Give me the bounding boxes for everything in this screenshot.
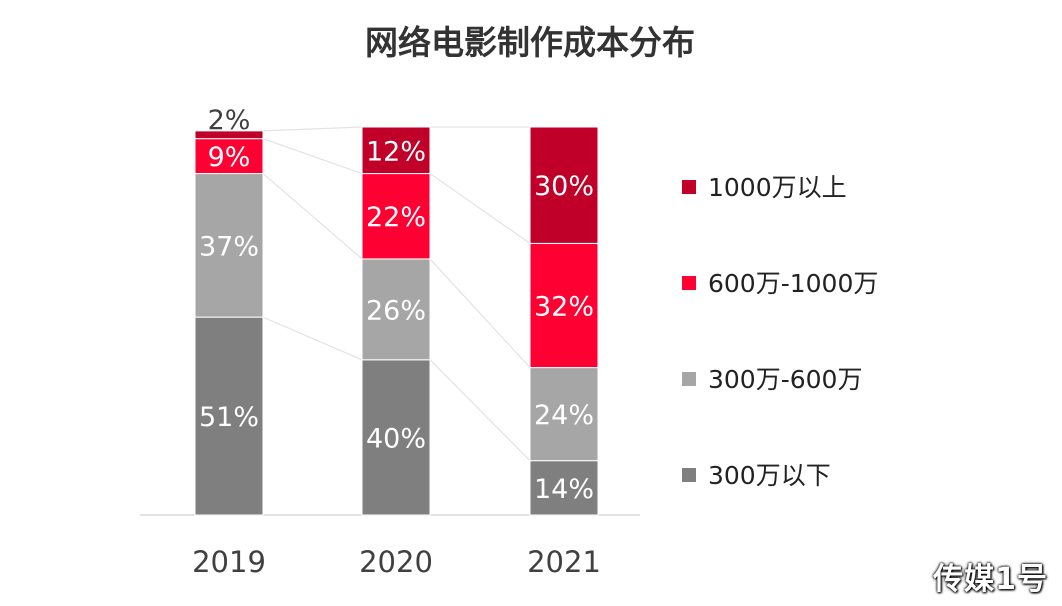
data-label: 24%: [534, 400, 594, 431]
bar-segment: [361, 258, 431, 361]
legend: 1000万以上 600万-1000万 300万-600万 300万以下: [682, 173, 878, 490]
connector-line: [429, 258, 531, 368]
data-label: 14%: [534, 474, 594, 505]
connector-line: [262, 316, 363, 361]
bar-segment: [194, 316, 264, 516]
connector-line: [262, 138, 363, 175]
legend-label: 300万-600万: [708, 365, 862, 394]
bar-segment: [361, 173, 431, 260]
legend-swatch: [682, 180, 696, 194]
legend-swatch: [682, 468, 696, 482]
bar-segment: [361, 126, 431, 175]
data-label: 37%: [199, 231, 259, 262]
x-tick-label: 2021: [527, 545, 601, 579]
connector-line: [262, 173, 363, 260]
x-axis-ticks: 2019 2020 2021: [192, 545, 601, 579]
data-label: 30%: [534, 171, 594, 202]
legend-label: 600万-1000万: [708, 269, 878, 298]
data-label: 51%: [199, 402, 259, 433]
data-label: 40%: [366, 423, 426, 454]
connector-line: [262, 126, 363, 132]
legend-label: 300万以下: [708, 461, 831, 490]
legend-swatch: [682, 372, 696, 386]
bar-segment: [529, 242, 599, 369]
data-label: 26%: [366, 295, 426, 326]
connector-line: [429, 359, 531, 462]
data-label: 32%: [534, 291, 594, 322]
data-label: 2%: [208, 105, 251, 136]
data-label: 12%: [366, 136, 426, 167]
bar-segment: [194, 130, 264, 140]
bar-segment: [194, 173, 264, 318]
watermark: 传媒1号: [933, 562, 1048, 597]
x-tick-label: 2020: [359, 545, 433, 579]
legend-label: 1000万以上: [708, 173, 847, 202]
bar-segment: [529, 367, 599, 462]
connector-lines: [262, 126, 531, 462]
connector-line: [429, 173, 531, 244]
chart-title: 网络电影制作成本分布: [365, 23, 695, 62]
bar-segment: [361, 359, 431, 516]
legend-swatch: [682, 276, 696, 290]
bar-segment: [529, 126, 599, 244]
bars: 51% 37% 9% 2% 40% 26% 22% 12% 14% 24% 32% 30%: [194, 105, 599, 516]
data-label: 22%: [366, 202, 426, 233]
data-label: 9%: [208, 142, 251, 173]
x-tick-label: 2019: [192, 545, 266, 579]
